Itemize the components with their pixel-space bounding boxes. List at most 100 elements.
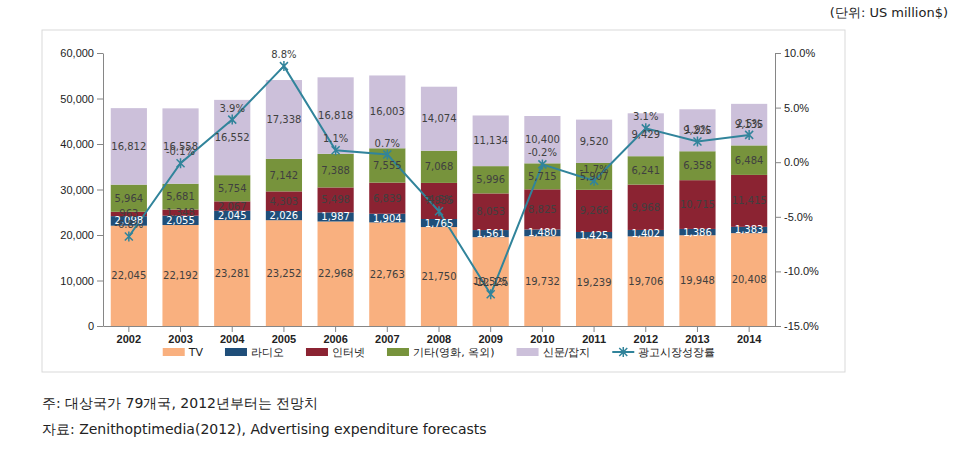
tick: 0 <box>88 320 103 332</box>
tick: 2007 <box>375 326 399 345</box>
bar <box>731 175 767 227</box>
data-label: 5,715 <box>528 171 557 182</box>
tick: 10.0% <box>775 47 815 59</box>
data-label: 7,388 <box>321 165 350 176</box>
legend-swatch <box>619 347 627 357</box>
legend-label: 라디오 <box>251 346 284 359</box>
tick: 2004 <box>220 326 245 345</box>
bar <box>318 212 354 221</box>
data-label: 22,192 <box>163 270 198 281</box>
data-label: -1.7% <box>580 164 609 175</box>
data-label: 19,706 <box>628 276 663 287</box>
marker <box>280 61 288 71</box>
tick: 2011 <box>582 326 606 345</box>
tick-mark <box>775 271 781 272</box>
tick: 2013 <box>685 326 709 345</box>
data-label: 9,266 <box>580 205 609 216</box>
bar-series <box>111 75 767 184</box>
data-label: 21,750 <box>422 271 457 282</box>
tick-label: 2003 <box>168 333 192 345</box>
data-label: 2,026 <box>270 210 299 221</box>
tick: 2014 <box>737 326 762 345</box>
legend-swatch <box>517 348 539 356</box>
tick: 60,000 <box>60 47 103 59</box>
data-label: 22,763 <box>370 269 405 280</box>
data-label: 1,402 <box>631 228 660 239</box>
bar <box>473 166 509 193</box>
tick-label: 2004 <box>220 333 245 345</box>
bar <box>731 145 767 175</box>
tick: 2002 <box>117 326 141 345</box>
bar <box>214 100 250 175</box>
bar-series <box>111 145 767 211</box>
tick-mark <box>697 326 698 332</box>
tick-label: 40,000 <box>60 138 94 150</box>
bar <box>214 175 250 201</box>
data-label: 5,498 <box>321 194 350 205</box>
tick-label: 50,000 <box>60 93 94 105</box>
tick-label: -5.0% <box>784 211 813 223</box>
tick: -15.0% <box>775 320 819 332</box>
bar <box>266 159 302 191</box>
tick: 2005 <box>272 326 296 345</box>
bar <box>266 220 302 326</box>
data-label: 6,839 <box>373 193 402 204</box>
data-label: 8,053 <box>476 206 505 217</box>
note: 주: 대상국가 79개국, 2012년부터는 전망치 <box>42 395 318 411</box>
tick-label: 60,000 <box>60 47 94 59</box>
data-label: 23,281 <box>215 268 250 279</box>
data-label: 11,134 <box>473 135 508 146</box>
tick-mark <box>490 326 491 332</box>
data-label: 20,408 <box>732 274 767 285</box>
tick-label: 20,000 <box>60 229 94 241</box>
chart-svg: (단위: US million$) 주: 대상국가 79개국, 2012년부터는 … <box>0 0 954 465</box>
data-label: 14,074 <box>422 113 457 124</box>
legend-swatch <box>387 348 409 356</box>
tick-mark <box>594 326 595 332</box>
tick: 40,000 <box>60 138 103 150</box>
data-label: 10,400 <box>525 134 560 145</box>
marker <box>383 150 391 160</box>
tick-mark <box>180 326 181 332</box>
tick-mark <box>542 326 543 332</box>
tick-label: 2010 <box>530 333 554 345</box>
legend-swatch <box>163 348 185 356</box>
bar <box>576 238 612 326</box>
tick-mark <box>232 326 233 332</box>
tick: 2012 <box>634 326 658 345</box>
marker <box>693 136 701 146</box>
bar <box>214 211 250 220</box>
data-label: 19,239 <box>577 277 612 288</box>
marker <box>125 231 133 241</box>
tick-mark <box>775 53 781 54</box>
bar <box>421 151 457 183</box>
tick-label: 5.0% <box>784 102 809 114</box>
unit-label: (단위: US million$) <box>830 5 948 20</box>
legend-item: 라디오 <box>225 346 284 359</box>
data-label: 5,964 <box>115 193 144 204</box>
data-label: 9,429 <box>631 129 660 140</box>
data-label: 19,732 <box>525 276 560 287</box>
tick: 2010 <box>530 326 554 345</box>
data-label: 7,555 <box>373 160 402 171</box>
chart-frame <box>42 30 845 372</box>
bar <box>421 227 457 326</box>
tick-label: 2013 <box>685 333 709 345</box>
tick: -10.0% <box>775 265 819 277</box>
line <box>129 66 749 294</box>
bar <box>369 222 405 326</box>
legend-item: 광고시장성장률 <box>612 346 715 359</box>
bar <box>266 211 302 220</box>
bar <box>266 80 302 159</box>
tick: 20,000 <box>60 229 103 241</box>
data-label: 19,948 <box>680 275 715 286</box>
data-label: 1,765 <box>425 218 454 229</box>
legend-label: 인터넷 <box>332 346 365 359</box>
bar <box>421 183 457 219</box>
bar <box>318 77 354 154</box>
tick: 50,000 <box>60 93 103 105</box>
y-axis: 010,00020,00030,00040,00050,00060,000 <box>60 47 103 332</box>
marker <box>487 289 495 299</box>
data-label: -12.1% <box>473 277 508 288</box>
data-label: 1.9% <box>685 124 710 135</box>
